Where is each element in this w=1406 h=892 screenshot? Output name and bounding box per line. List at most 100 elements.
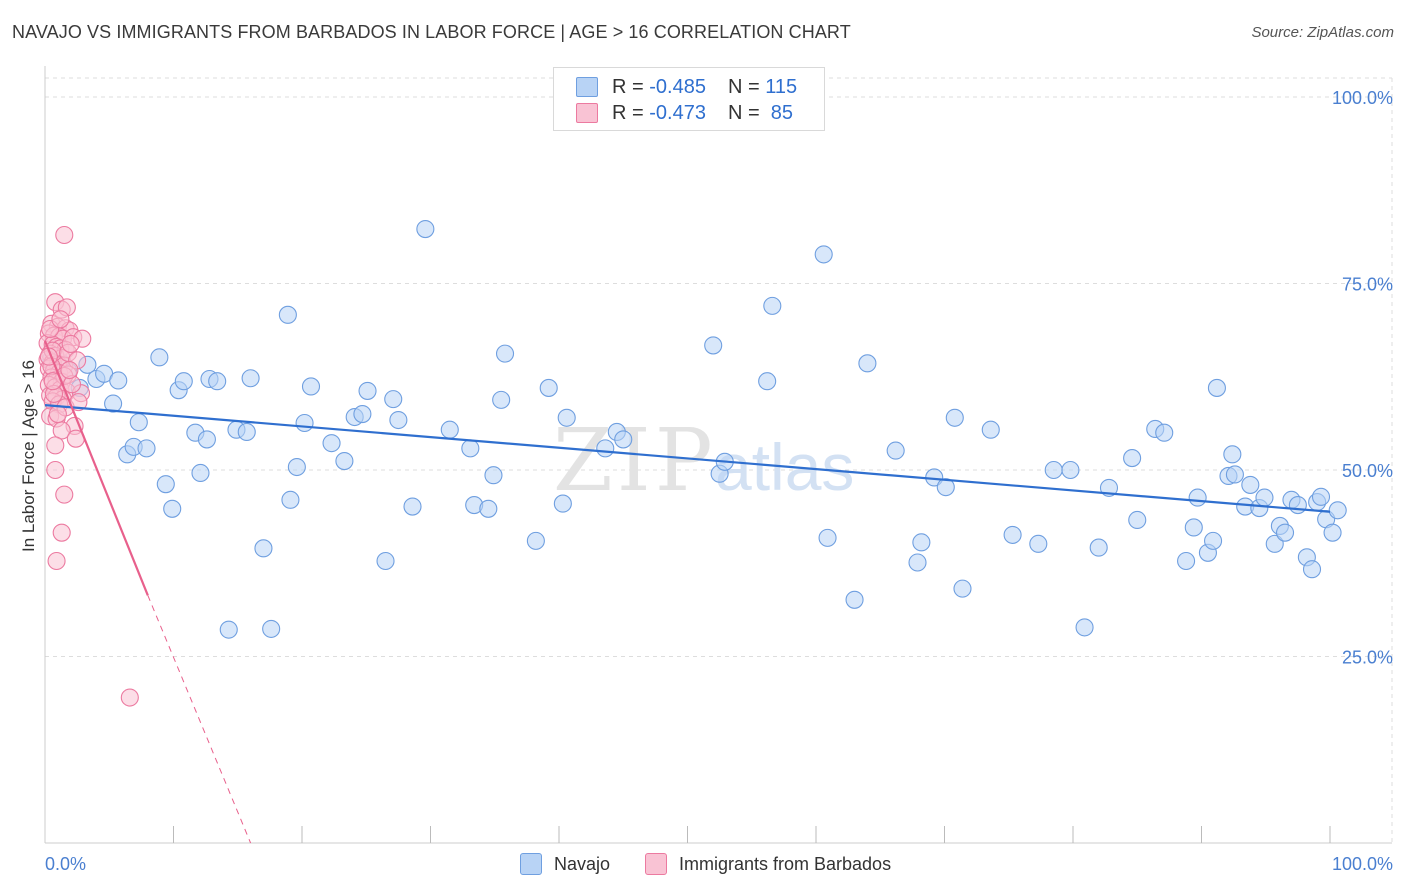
navajo-point [191,463,210,483]
barbados-point [61,334,80,353]
navajo-point [254,539,273,558]
navajo-point [335,451,354,471]
navajo-point [287,457,306,477]
navajo-point [539,378,558,397]
navajo-point [1207,378,1226,397]
navajo-point [845,590,864,609]
navajo-point [278,305,297,324]
x-tick-label: 0.0% [45,854,86,874]
navajo-point [479,499,498,518]
navajo-point [237,422,256,442]
navajo-point [1323,523,1342,542]
legend-n-label: N = [727,75,760,98]
barbados-legend-swatch [645,853,667,875]
bottom-legend-barbados: Immigrants from Barbados [645,851,891,877]
legend-r-label: R = [612,101,644,124]
barbados-point [60,360,79,380]
barbados-point [46,436,65,455]
navajo-point [1029,534,1048,553]
navajo-point [461,439,480,458]
navajo-point [384,390,403,409]
navajo-point [936,478,955,497]
navajo-point [495,344,515,363]
navajo-point [1311,487,1331,506]
chart-title: NAVAJO VS IMMIGRANTS FROM BARBADOS IN LA… [12,22,851,42]
navajo-point [758,372,777,391]
barbados-trend-line [43,340,149,596]
y-tick-label: 75.0% [1342,275,1393,295]
navajo-point [219,620,238,639]
navajo-point [353,404,372,424]
tick-labels: 25.0% 50.0% 75.0% 100.0% 0.0% 100.0% [45,88,1393,874]
navajo-legend-swatch [520,853,542,875]
navajo-point [1255,488,1274,507]
navajo-points [42,219,1347,639]
navajo-point [1184,518,1203,537]
legend-r-label: R = [612,75,644,98]
navajo-point [912,533,931,552]
navajo-point [295,413,314,433]
navajo-point [104,394,123,413]
x-tick-label: 100.0% [1332,854,1393,874]
navajo-point [1302,560,1322,579]
y-tick-label: 25.0% [1342,648,1393,668]
navajo-point [129,413,148,432]
trend-lines [43,340,1331,844]
watermark-zip: ZIP [553,411,717,511]
legend-n-label: N = [727,101,760,124]
navajo-point [492,390,511,409]
legend-n-value: 115 [765,75,798,98]
barbados-point [120,688,139,707]
navajo-point [262,619,281,638]
navajo-trend-line [44,404,1331,513]
navajo-point [1177,551,1196,571]
navajo-legend-label: Navajo [554,853,611,874]
navajo-point [614,430,633,449]
navajo-point [1061,460,1080,480]
navajo-point [301,377,321,396]
barbados-point [47,551,66,571]
navajo-point [137,439,156,458]
navajo-point [1075,618,1094,637]
navajo-point [1204,531,1223,550]
navajo-point [1225,465,1244,484]
barbados-points [38,225,139,707]
navajo-point [163,499,182,518]
navajo-point [557,408,576,427]
navajo-point [553,494,572,513]
navajo-point [526,531,545,550]
legend-r-value: -0.485 [649,75,706,98]
navajo-point [281,490,300,509]
axes [44,66,1392,844]
barbados-point [55,225,74,245]
navajo-point [1128,510,1147,530]
navajo-point [1089,538,1108,557]
navajo-point [156,475,175,494]
navajo-point [763,296,782,315]
legend-n-value: 85 [770,101,794,124]
navajo-point [1123,449,1142,468]
correlation-legend: R = -0.485 N = 115 R = -0.473 N = 85 [553,67,825,131]
navajo-point [1241,475,1260,494]
legend-r-value: -0.473 [649,101,706,124]
navajo-point [1265,534,1284,553]
legend-row-navajo: R = -0.485 N = 115 [576,75,797,99]
navajo-point [704,336,723,355]
y-tick-label: 100.0% [1332,88,1393,108]
navajo-point [322,434,341,453]
navajo-point [403,497,422,516]
y-axis-label: In Labor Force | Age > 16 [19,360,38,552]
barbados-swatch [576,103,598,123]
navajo-point [1188,488,1207,507]
navajo-point [818,528,837,547]
navajo-point [953,579,972,598]
navajo-point [208,372,227,391]
navajo-point [484,466,503,485]
navajo-point [814,245,833,264]
navajo-point [981,420,1000,439]
barbados-point [48,404,67,424]
barbados-point [55,485,74,504]
navajo-point [1288,496,1307,515]
navajo-point [389,410,408,430]
